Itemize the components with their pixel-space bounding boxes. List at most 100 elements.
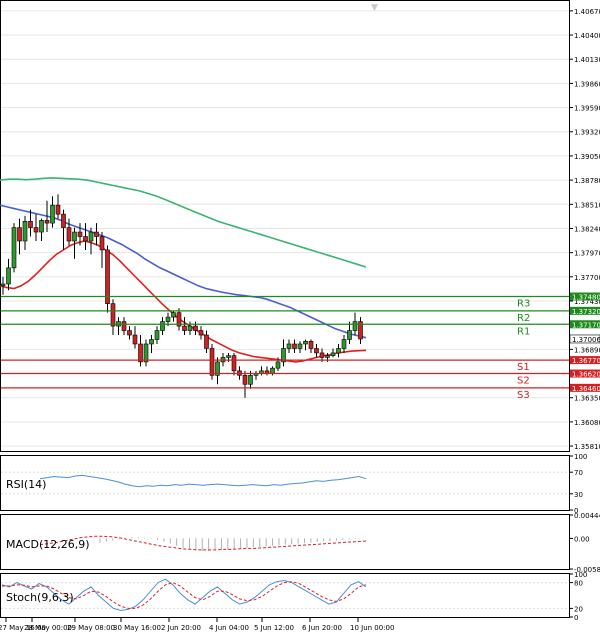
candle-body-56 xyxy=(308,340,314,349)
candle-body-44 xyxy=(242,375,248,385)
macd-tick-label-1: 0.00 xyxy=(574,535,590,543)
chevron-down-icon[interactable]: ▼ xyxy=(371,3,378,13)
candle-body-16 xyxy=(88,231,94,242)
candle-body-50 xyxy=(275,361,281,369)
level-tag-text-R1: 1.37170 xyxy=(572,321,600,329)
current-price-text: 1.37006 xyxy=(572,336,600,344)
candle-body-10 xyxy=(55,204,61,215)
candle-body-65 xyxy=(358,321,363,340)
macd-label: MACD(12,26,9) xyxy=(6,538,90,551)
level-label-S2: S2 xyxy=(517,376,530,387)
candle-body-22 xyxy=(121,321,127,331)
price-tick-label-4: 1.39590 xyxy=(574,105,600,113)
candle-body-3 xyxy=(17,227,22,242)
price-tick-label-6: 1.39050 xyxy=(574,153,600,161)
candle-body-36 xyxy=(198,330,204,336)
time-tick-label-6: 5 Jun 12:00 xyxy=(254,624,294,632)
candle-body-38 xyxy=(209,348,215,376)
stoch-panel xyxy=(0,573,570,618)
candle-body-11 xyxy=(61,213,66,228)
candle-body-61 xyxy=(336,348,341,354)
time-tick-label-2: 29 May 08:00 xyxy=(67,624,115,632)
candle-body-42 xyxy=(231,355,237,372)
macd-tick-label-0: 0.004445 xyxy=(574,512,600,520)
candle-body-27 xyxy=(149,339,154,345)
level-label-S3: S3 xyxy=(517,390,530,401)
candle-body-7 xyxy=(39,220,44,233)
candle-body-63 xyxy=(347,330,352,340)
rsi-tick-label-2: 30 xyxy=(574,491,583,499)
price-tick-label-11: 1.37700 xyxy=(574,274,600,282)
candle-body-6 xyxy=(33,227,39,233)
level-label-R2: R2 xyxy=(517,313,530,324)
price-tick-label-0: 1.40670 xyxy=(574,8,600,16)
candle-body-15 xyxy=(83,236,88,242)
rsi-tick-label-3: 0 xyxy=(574,507,578,515)
level-tag-text-R2: 1.37320 xyxy=(572,308,600,316)
price-tick-label-8: 1.38510 xyxy=(574,201,600,209)
candle-body-32 xyxy=(176,312,182,327)
rsi-panel xyxy=(0,455,570,511)
price-tick-label-1: 1.40400 xyxy=(574,32,600,40)
macd-tick-label-2: -0.005827 xyxy=(574,566,600,574)
candle-body-17 xyxy=(94,231,99,237)
candle-body-49 xyxy=(270,367,275,374)
price-tick-label-16: 1.36080 xyxy=(574,419,600,427)
candle-body-25 xyxy=(138,343,143,363)
time-tick-label-0: 27 May 16:00 xyxy=(0,624,46,632)
candle-body-39 xyxy=(215,361,220,376)
candle-body-28 xyxy=(154,330,160,340)
stoch-tick-label-1: 80 xyxy=(574,580,583,588)
stoch-tick-label-0: 100 xyxy=(574,571,587,579)
price-tick-label-13: 1.36890 xyxy=(574,346,600,354)
level-tag-S1 xyxy=(570,356,600,365)
price-tick-label-2: 1.40130 xyxy=(574,56,600,64)
candle-body-4 xyxy=(22,220,28,242)
candle-body-41 xyxy=(226,355,231,358)
candle-body-24 xyxy=(132,334,138,345)
price-tick-label-9: 1.38240 xyxy=(574,225,600,233)
candle-body-64 xyxy=(352,321,358,331)
candle-body-5 xyxy=(28,220,33,228)
rsi-tick-label-0: 100 xyxy=(574,453,587,461)
current-price-tag xyxy=(569,334,600,344)
price-tick-label-10: 1.37970 xyxy=(574,250,600,258)
candle-body-57 xyxy=(314,348,319,354)
rsi-indicator: 100 70 30 0 xyxy=(1,453,587,515)
price-tick-label-12: 1.37430 xyxy=(574,298,600,306)
candle-body-8 xyxy=(44,220,50,224)
ma-slow-line xyxy=(0,177,367,268)
stoch-d-line xyxy=(2,581,367,609)
candle-body-51 xyxy=(281,348,286,363)
pivot-levels: R3 1.37480 R2 1.37320 R1 1.37170 S1 1.36770 S2 1.… xyxy=(1,292,600,401)
candle-body-2 xyxy=(11,227,17,269)
time-tick-label-4: 2 Jun 20:00 xyxy=(161,624,201,632)
candle-body-14 xyxy=(77,231,83,237)
level-tag-text-S1: 1.36770 xyxy=(572,357,600,365)
candle-body-1 xyxy=(6,267,11,285)
candle-body-62 xyxy=(341,339,347,349)
candle-body-54 xyxy=(297,343,303,349)
candle-body-20 xyxy=(110,303,116,327)
candle-body-26 xyxy=(143,343,149,363)
level-tag-text-S3: 1.36460 xyxy=(572,385,600,393)
rsi-label: RSI(14) xyxy=(6,478,46,491)
candle-body-53 xyxy=(292,343,297,349)
time-tick-label-8: 10 Jun 00:00 xyxy=(350,624,394,632)
candle-body-23 xyxy=(127,330,132,336)
macd-signal-line xyxy=(39,535,367,551)
candle-body-33 xyxy=(182,325,187,331)
ma-mid-line xyxy=(0,204,367,339)
candle-body-58 xyxy=(319,352,325,358)
stoch-tick-label-3: 0 xyxy=(574,614,578,622)
stoch-label: Stoch(9,6,3) xyxy=(6,591,74,604)
candle-body-0 xyxy=(0,283,6,287)
candle-body-59 xyxy=(325,355,330,358)
level-label-S1: S1 xyxy=(517,362,530,373)
candle-body-52 xyxy=(286,343,292,349)
candle-body-12 xyxy=(66,227,72,242)
candle-body-29 xyxy=(160,321,165,331)
level-tag-R1 xyxy=(570,320,600,329)
level-tag-S2 xyxy=(570,369,600,378)
level-label-R3: R3 xyxy=(517,299,530,310)
